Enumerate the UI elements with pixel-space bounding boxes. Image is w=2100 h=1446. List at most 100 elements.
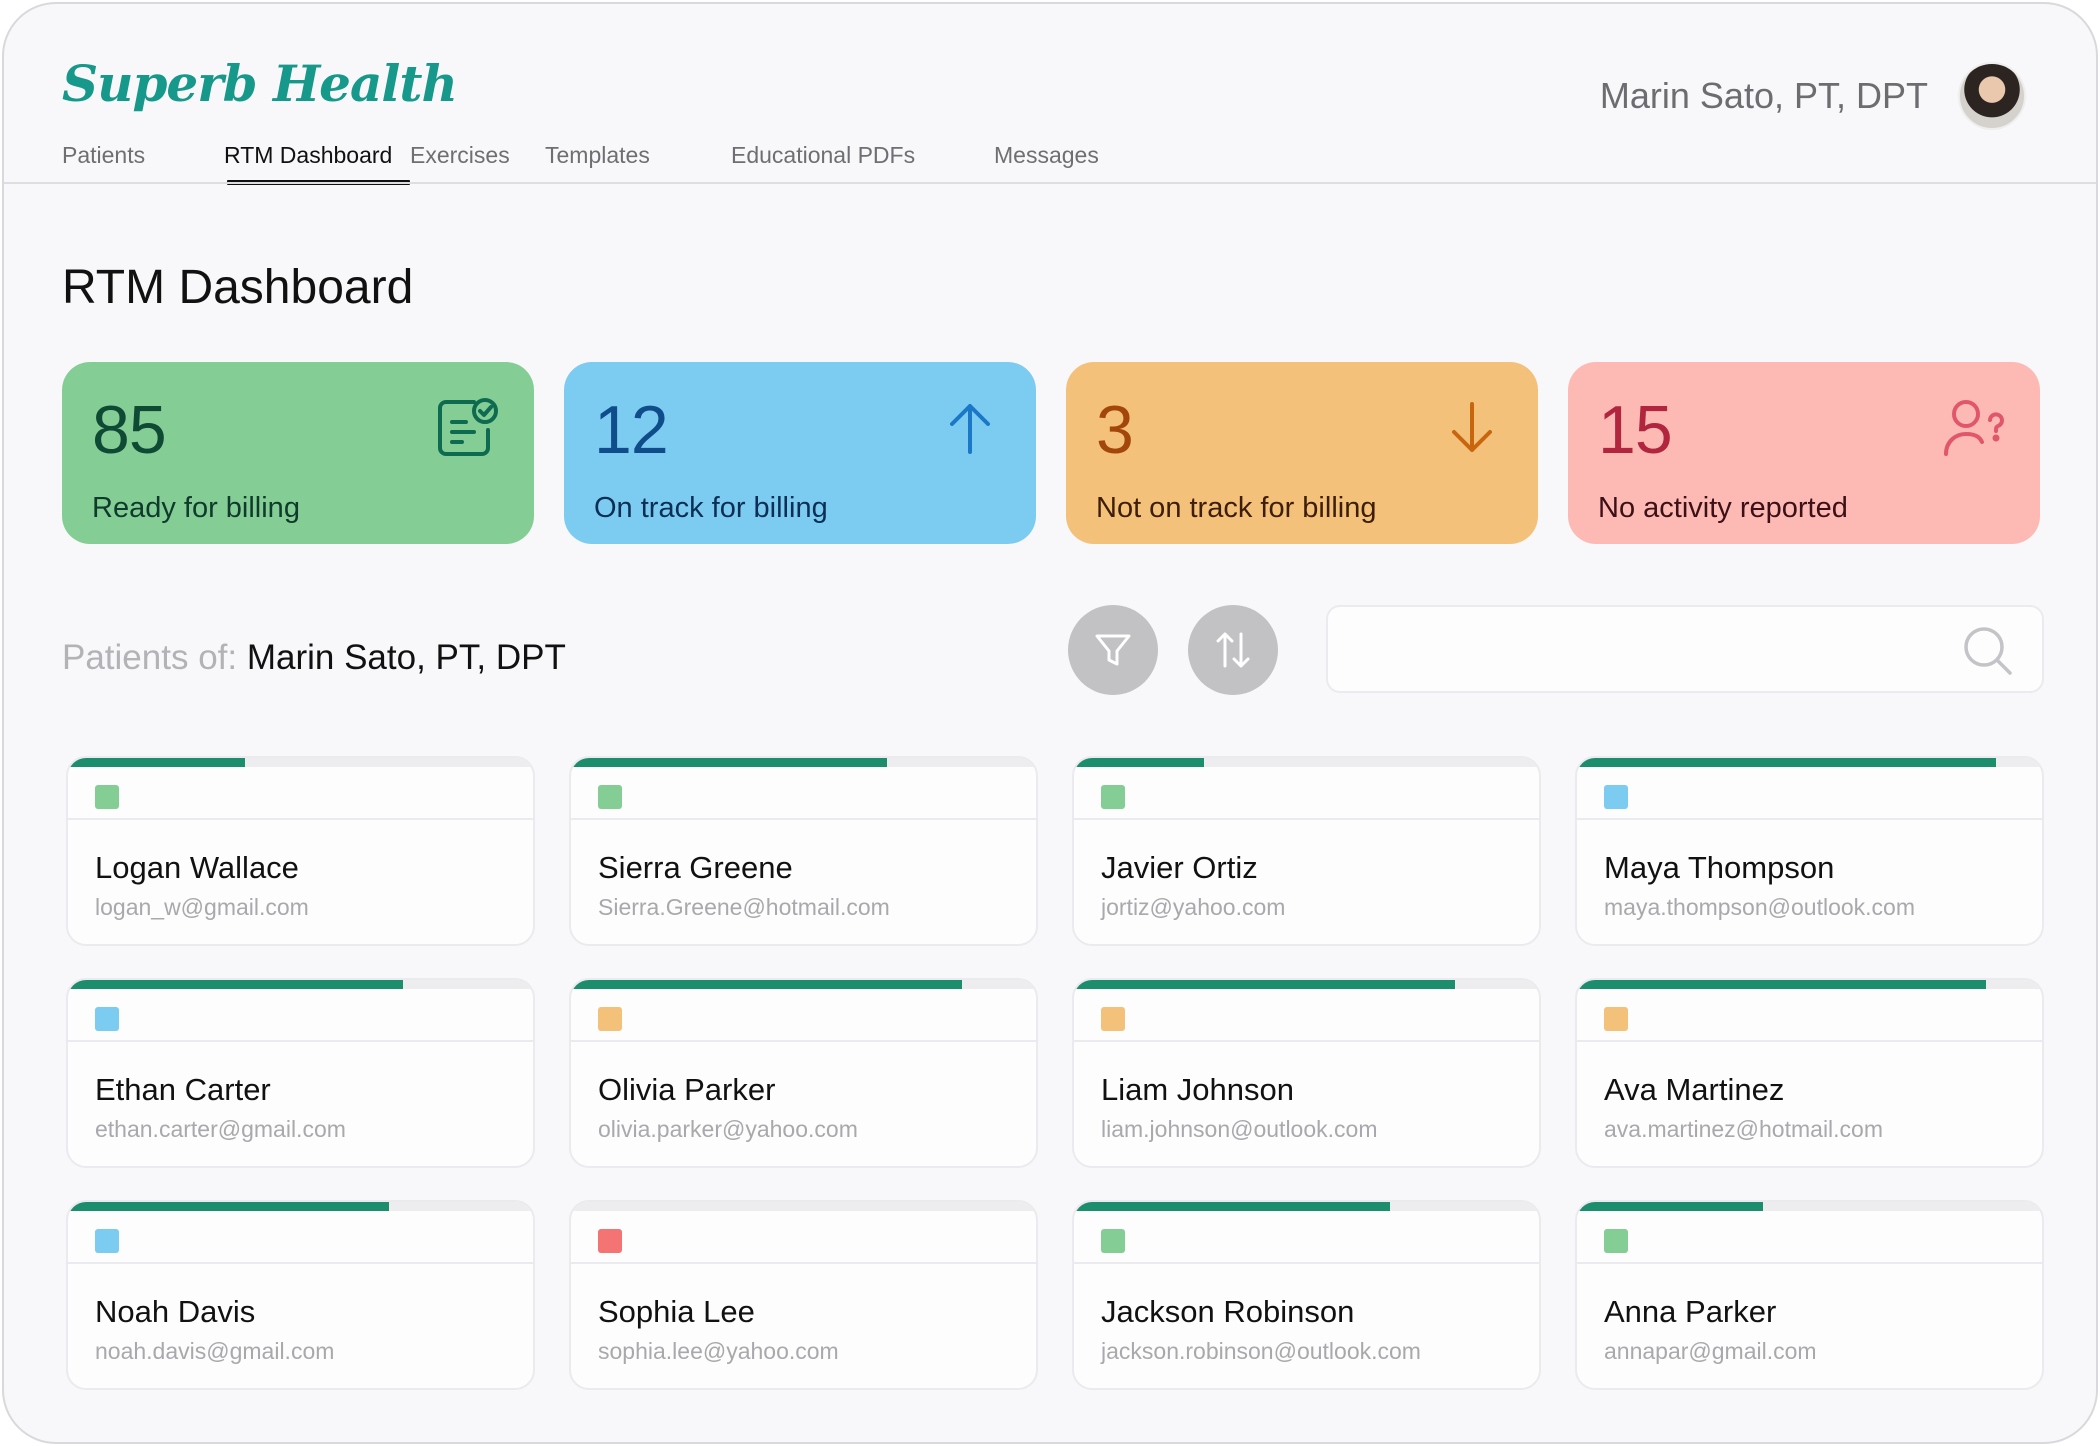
patient-email: liam.johnson@outlook.com bbox=[1101, 1116, 1378, 1142]
patient-email: maya.thompson@outlook.com bbox=[1604, 894, 1915, 920]
patient-card[interactable]: Noah Davis noah.davis@gmail.com bbox=[66, 1200, 535, 1390]
progress-fill bbox=[68, 980, 403, 989]
patient-email: logan_w@gmail.com bbox=[95, 894, 309, 920]
progress-bar bbox=[571, 1202, 1036, 1211]
patient-email: sophia.lee@yahoo.com bbox=[598, 1338, 839, 1364]
main-nav: Patients RTM Dashboard Exercises Templat… bbox=[62, 142, 1134, 185]
card-divider bbox=[1577, 818, 2042, 820]
patient-email: jortiz@yahoo.com bbox=[1101, 894, 1286, 920]
stat-no-activity-reported[interactable]: 15 No activity reported bbox=[1568, 362, 2040, 544]
patient-email: noah.davis@gmail.com bbox=[95, 1338, 335, 1364]
patient-name: Maya Thompson bbox=[1604, 850, 1835, 885]
patients-of-name[interactable]: Marin Sato, PT, DPT bbox=[246, 638, 566, 677]
progress-fill bbox=[68, 758, 245, 767]
arrow-down-icon bbox=[1452, 402, 1492, 452]
card-divider bbox=[571, 1040, 1036, 1042]
tab-exercises[interactable]: Exercises bbox=[410, 142, 510, 168]
card-divider bbox=[68, 1262, 533, 1264]
progress-fill bbox=[571, 758, 888, 767]
patient-card[interactable]: Liam Johnson liam.johnson@outlook.com bbox=[1072, 978, 1541, 1168]
patient-name: Liam Johnson bbox=[1101, 1072, 1295, 1107]
patient-card[interactable]: Ava Martinez ava.martinez@hotmail.com bbox=[1575, 978, 2044, 1168]
card-divider bbox=[571, 818, 1036, 820]
search-input[interactable] bbox=[1326, 605, 2044, 693]
progress-bar bbox=[1074, 980, 1539, 989]
nav-divider bbox=[4, 182, 2096, 184]
stat-value: 3 bbox=[1096, 392, 1134, 468]
card-divider bbox=[1074, 818, 1539, 820]
user-menu[interactable]: Marin Sato, PT, DPT bbox=[1600, 62, 2026, 130]
stat-cards: 85 Ready for billing 12 On track for bil… bbox=[62, 362, 2040, 544]
card-divider bbox=[68, 818, 533, 820]
patient-email: Sierra.Greene@hotmail.com bbox=[598, 894, 890, 920]
tab-templates[interactable]: Templates bbox=[545, 142, 650, 168]
tab-rtm-dashboard[interactable]: RTM Dashboard bbox=[224, 142, 410, 185]
sort-button[interactable] bbox=[1188, 605, 1278, 695]
tab-messages[interactable]: Messages bbox=[994, 142, 1099, 168]
status-indicator bbox=[95, 1007, 119, 1031]
patient-card[interactable]: Logan Wallace logan_w@gmail.com bbox=[66, 756, 535, 946]
status-indicator bbox=[1604, 785, 1628, 809]
stat-value: 85 bbox=[92, 392, 167, 468]
progress-bar bbox=[1577, 980, 2042, 989]
user-question-icon bbox=[1944, 400, 2004, 456]
filter-button[interactable] bbox=[1068, 605, 1158, 695]
patient-card[interactable]: Ethan Carter ethan.carter@gmail.com bbox=[66, 978, 535, 1168]
status-indicator bbox=[1101, 1229, 1125, 1253]
sort-icon bbox=[1216, 632, 1250, 668]
page-title: RTM Dashboard bbox=[62, 261, 414, 314]
progress-fill bbox=[1074, 1202, 1391, 1211]
patient-card[interactable]: Anna Parker annapar@gmail.com bbox=[1575, 1200, 2044, 1390]
status-indicator bbox=[1604, 1007, 1628, 1031]
patient-email: ava.martinez@hotmail.com bbox=[1604, 1116, 1883, 1142]
patient-card[interactable]: Sophia Lee sophia.lee@yahoo.com bbox=[569, 1200, 1038, 1390]
card-divider bbox=[1074, 1040, 1539, 1042]
tab-educational-pdfs[interactable]: Educational PDFs bbox=[731, 142, 916, 168]
status-indicator bbox=[1101, 1007, 1125, 1031]
patient-card[interactable]: Jackson Robinson jackson.robinson@outlook… bbox=[1072, 1200, 1541, 1390]
stat-not-on-track-for-billing[interactable]: 3 Not on track for billing bbox=[1066, 362, 1538, 544]
patient-email: jackson.robinson@outlook.com bbox=[1101, 1338, 1421, 1364]
progress-fill bbox=[1577, 758, 1996, 767]
user-name: Marin Sato, PT, DPT bbox=[1599, 75, 1928, 116]
progress-bar bbox=[68, 758, 533, 767]
brand-logo[interactable]: Superb Health bbox=[62, 54, 458, 113]
filter-icon bbox=[1095, 634, 1131, 666]
patient-email: annapar@gmail.com bbox=[1604, 1338, 1817, 1364]
progress-bar bbox=[68, 1202, 533, 1211]
stat-ready-for-billing[interactable]: 85 Ready for billing bbox=[62, 362, 534, 544]
stat-label: On track for billing bbox=[594, 492, 828, 524]
card-divider bbox=[68, 1040, 533, 1042]
progress-fill bbox=[1577, 980, 1987, 989]
progress-bar bbox=[1577, 1202, 2042, 1211]
patient-card[interactable]: Olivia Parker olivia.parker@yahoo.com bbox=[569, 978, 1038, 1168]
patient-name: Noah Davis bbox=[95, 1294, 256, 1329]
status-indicator bbox=[1604, 1229, 1628, 1253]
patient-card[interactable]: Sierra Greene Sierra.Greene@hotmail.com bbox=[569, 756, 1038, 946]
clipboard-check-icon bbox=[438, 398, 498, 456]
stat-label: No activity reported bbox=[1598, 492, 1848, 524]
stat-value: 12 bbox=[594, 392, 669, 468]
patients-of-heading: Patients of: Marin Sato, PT, DPT bbox=[62, 638, 566, 678]
search-icon[interactable] bbox=[1960, 623, 2016, 679]
card-divider bbox=[1074, 1262, 1539, 1264]
patient-name: Anna Parker bbox=[1604, 1294, 1777, 1329]
stat-on-track-for-billing[interactable]: 12 On track for billing bbox=[564, 362, 1036, 544]
avatar[interactable] bbox=[1958, 62, 2026, 130]
patient-name: Ethan Carter bbox=[95, 1072, 271, 1107]
patient-card[interactable]: Maya Thompson maya.thompson@outlook.com bbox=[1575, 756, 2044, 946]
progress-bar bbox=[571, 980, 1036, 989]
patient-name: Sierra Greene bbox=[598, 850, 793, 885]
patient-name: Jackson Robinson bbox=[1101, 1294, 1355, 1329]
tab-patients[interactable]: Patients bbox=[62, 142, 146, 168]
status-indicator bbox=[95, 1229, 119, 1253]
card-divider bbox=[1577, 1262, 2042, 1264]
patient-name: Logan Wallace bbox=[95, 850, 299, 885]
patient-email: ethan.carter@gmail.com bbox=[95, 1116, 346, 1142]
status-indicator bbox=[598, 785, 622, 809]
patient-card[interactable]: Javier Ortiz jortiz@yahoo.com bbox=[1072, 756, 1541, 946]
status-indicator bbox=[1101, 785, 1125, 809]
patient-name: Olivia Parker bbox=[598, 1072, 776, 1107]
stat-label: Ready for billing bbox=[92, 492, 300, 524]
